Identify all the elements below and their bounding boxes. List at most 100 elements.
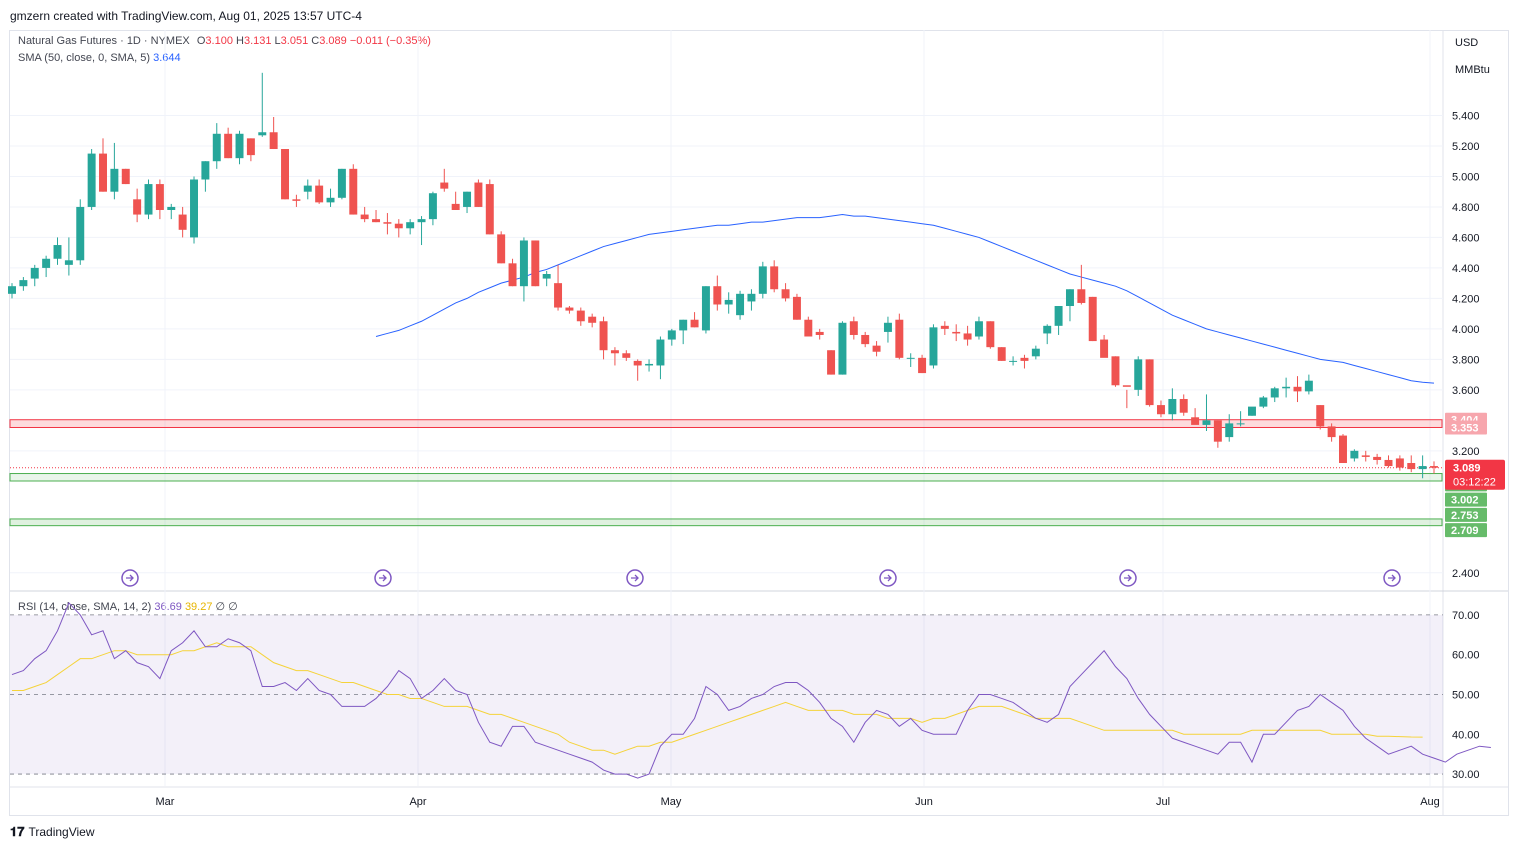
sma-value: 3.644 [153,52,181,64]
candle-body [1225,423,1234,438]
candle-body [212,133,221,162]
candle-body [463,191,472,207]
last-price-tag-bg [1445,459,1505,490]
open-label: O [196,35,206,47]
candle-body [1020,357,1029,361]
symbol-legend: Natural Gas Futures · 1D · NYMEX O3.100 … [18,35,431,47]
candle-body [554,283,563,308]
candle-body [64,260,73,265]
low-value: 3.051 [280,35,309,47]
price-tick-label: 4.800 [1452,202,1480,214]
candle-body [30,267,39,279]
candle-body [155,184,164,210]
candle-body [1384,459,1393,467]
candle-body [201,161,210,180]
candle-body [485,184,494,235]
rsi-tick-label: 40.00 [1452,729,1480,741]
candle-body [1191,417,1200,425]
month-tick-label: Aug [1420,796,1440,808]
rsi-tick-label: 50.00 [1452,689,1480,701]
candle-body [815,331,824,335]
month-tick-label: Apr [409,796,426,808]
candle-body [1350,450,1359,459]
month-tick-label: Jun [915,796,933,808]
event-arrow-icon [884,574,892,582]
candle-body [326,197,335,203]
candle-body [406,222,415,229]
candle-body [1339,435,1347,464]
candle-body [679,319,688,331]
candle-body [838,322,847,375]
candle-body [1259,397,1268,407]
candle-body [76,206,85,261]
symbol-title[interactable]: Natural Gas Futures · 1D · NYMEX [18,35,190,47]
candle-body [1145,359,1154,406]
candle-body [1031,348,1040,357]
support-lower-badge: 3.002 [1451,495,1479,507]
candle-body [1100,339,1109,358]
candle-body [1293,386,1302,392]
month-tick-label: May [661,796,682,808]
open-value: 3.100 [205,35,233,47]
candle-body [713,286,722,305]
candle-body [1065,289,1074,307]
candle-body [781,289,790,299]
sma-legend[interactable]: SMA (50, close, 0, SMA, 5) 3.644 [18,52,181,64]
candle-body [8,286,16,294]
candle-body [645,363,654,366]
candle-body [736,293,745,316]
footer-brand: 𝟏𝟕 TradingView [10,824,95,840]
unit-button[interactable]: MMBtu [1455,64,1490,76]
candle-body [19,280,28,287]
candle-body [1270,388,1279,398]
rsi-tick-label: 60.00 [1452,650,1480,662]
candle-body [110,168,119,192]
rsi-legend[interactable]: RSI (14, close, SMA, 14, 2) 36.69 39.27 … [18,600,238,613]
rsi-sma-line [12,642,1423,755]
candle-body [1077,289,1086,303]
support-zone-upper [9,473,1443,482]
candle-body [622,353,631,358]
candle-body [1179,398,1188,413]
candle-body [417,219,426,223]
candle-body [997,347,1006,361]
currency-button[interactable]: USD [1455,37,1479,49]
rsi-label: RSI (14, close, SMA, 14, 2) [18,601,152,613]
support-lower-badge-bg [1445,492,1487,507]
candle-body [281,149,290,200]
candle-body [1327,426,1336,438]
candle-body [1088,296,1097,342]
candle-body [508,263,517,287]
candle-body [1236,423,1245,425]
candle-body [929,327,938,366]
candle-body [178,214,187,230]
candle-body [986,321,995,348]
candle-body [565,307,574,311]
candle-body [747,293,756,302]
support2-upper-badge-bg [1445,507,1487,522]
candle-body [133,199,142,215]
candle-body [224,133,233,159]
candle-body [235,133,244,159]
support2-lower-badge-bg [1445,523,1487,538]
support2-upper-badge: 2.753 [1451,510,1479,522]
candle-body [337,168,346,198]
candle-body [883,322,892,332]
candle-body [190,179,198,238]
close-label: C [311,35,320,47]
candle-body [167,206,176,210]
price-tick-label: 5.000 [1452,171,1480,183]
price-tick-label: 4.200 [1452,293,1480,305]
candle-body [383,222,392,224]
candle-body [1054,306,1063,326]
price-tick-label: 4.000 [1452,324,1480,336]
event-arrow-icon [1124,574,1132,582]
footer-brand-label: TradingView [28,825,95,839]
candle-body [144,184,153,215]
month-tick-label: Mar [156,796,175,808]
rsi-tick-label: 30.00 [1452,769,1480,781]
candle-body [121,168,130,185]
candle-body [576,310,585,322]
rsi-value: 36.69 [154,601,182,613]
